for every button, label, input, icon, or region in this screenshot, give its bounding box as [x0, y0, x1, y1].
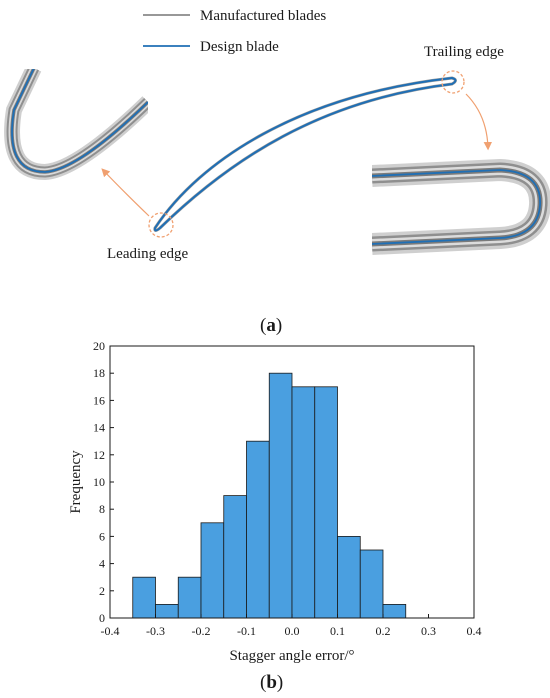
panel-a: Manufactured blades Design blade: [0, 8, 550, 336]
panel-b-label-letter: b: [266, 672, 277, 693]
x-tick-label: -0.3: [146, 624, 165, 638]
design-line-right: [371, 169, 541, 245]
x-tick-label: 0.0: [285, 624, 300, 638]
trailing-edge-label: Trailing edge: [424, 44, 504, 60]
panel-b-label-close: ): [277, 672, 283, 693]
y-tick-label: 14: [93, 421, 105, 435]
inset-mask-left-top: [0, 55, 70, 69]
y-tick-label: 10: [93, 475, 105, 489]
x-tick-label: -0.4: [101, 624, 120, 638]
y-tick-label: 2: [99, 584, 105, 598]
histogram-bar: [382, 604, 407, 619]
histogram-bar: [200, 522, 225, 619]
histogram-bar: [223, 495, 247, 619]
blade-profile: [153, 76, 457, 232]
trailing-edge-callout-circle: [441, 70, 465, 94]
legend: Manufactured blades Design blade: [143, 8, 326, 55]
x-tick-label: 0.4: [467, 624, 482, 638]
panel-b-label-open: (: [260, 672, 266, 693]
histogram-bar: [359, 549, 384, 619]
histogram-chart: -0.4 -0.3 -0.2 -0.1 0.0 0.1 0.2 0.3 0.4 0 2 4 6 8 10 1…: [93, 339, 482, 638]
y-tick-label: 20: [93, 339, 105, 353]
leading-edge-arrow: [101, 168, 150, 217]
y-tick-label: 6: [99, 529, 105, 543]
y-tick-label: 0: [99, 611, 105, 625]
x-tick-label: 0.2: [376, 624, 391, 638]
histogram-bar: [132, 576, 156, 619]
histogram-bars: [132, 372, 407, 619]
x-axis: -0.4 -0.3 -0.2 -0.1 0.0 0.1 0.2 0.3 0.4: [101, 614, 482, 638]
legend-label-design: Design blade: [200, 39, 279, 55]
y-tick-label: 12: [93, 448, 105, 462]
y-tick-label: 16: [93, 393, 105, 407]
histogram-bar: [246, 440, 270, 619]
inset-mask-left-right: [148, 80, 178, 120]
x-tick-label: 0.1: [330, 624, 345, 638]
panel-a-label-open: (: [260, 315, 266, 336]
histogram-bar: [337, 536, 361, 619]
trailing-edge-arrow: [465, 93, 493, 151]
leading-edge-callout-circle: [148, 212, 174, 238]
y-tick-label: 18: [93, 366, 105, 380]
panel-a-label: (a): [260, 315, 282, 336]
y-tick-label: 4: [99, 557, 105, 571]
histogram-bar: [268, 372, 293, 619]
histogram-bar: [177, 576, 202, 619]
x-tick-label: -0.2: [192, 624, 211, 638]
x-tick-label: -0.1: [237, 624, 256, 638]
panel-a-label-letter: a: [266, 315, 276, 336]
blade-manufactured-shadow: [153, 76, 457, 232]
histogram-bar: [291, 386, 316, 619]
legend-label-manufactured: Manufactured blades: [200, 8, 326, 24]
x-tick-label: 0.3: [421, 624, 436, 638]
panel-a-label-close: ): [276, 315, 282, 336]
trailing-edge-zoom-inset: [352, 150, 550, 260]
y-axis-label: Frequency: [68, 450, 84, 514]
x-axis-label: Stagger angle error/°: [229, 648, 354, 664]
inset-mask-right-left: [352, 150, 372, 260]
histogram-bar: [155, 604, 179, 619]
leading-edge-zoom-inset: [0, 55, 178, 181]
design-line-left: [11, 67, 149, 173]
panel-b: -0.4 -0.3 -0.2 -0.1 0.0 0.1 0.2 0.3 0.4 0 2 4 6 8 10 1…: [68, 339, 482, 693]
leading-edge-label: Leading edge: [107, 246, 189, 262]
blade-design-outline: [153, 76, 457, 232]
panel-b-label: (b): [260, 672, 283, 693]
histogram-bar: [314, 386, 338, 619]
y-tick-label: 8: [99, 502, 105, 516]
y-axis: 0 2 4 6 8 10 12 14 16 18 20: [93, 339, 114, 625]
